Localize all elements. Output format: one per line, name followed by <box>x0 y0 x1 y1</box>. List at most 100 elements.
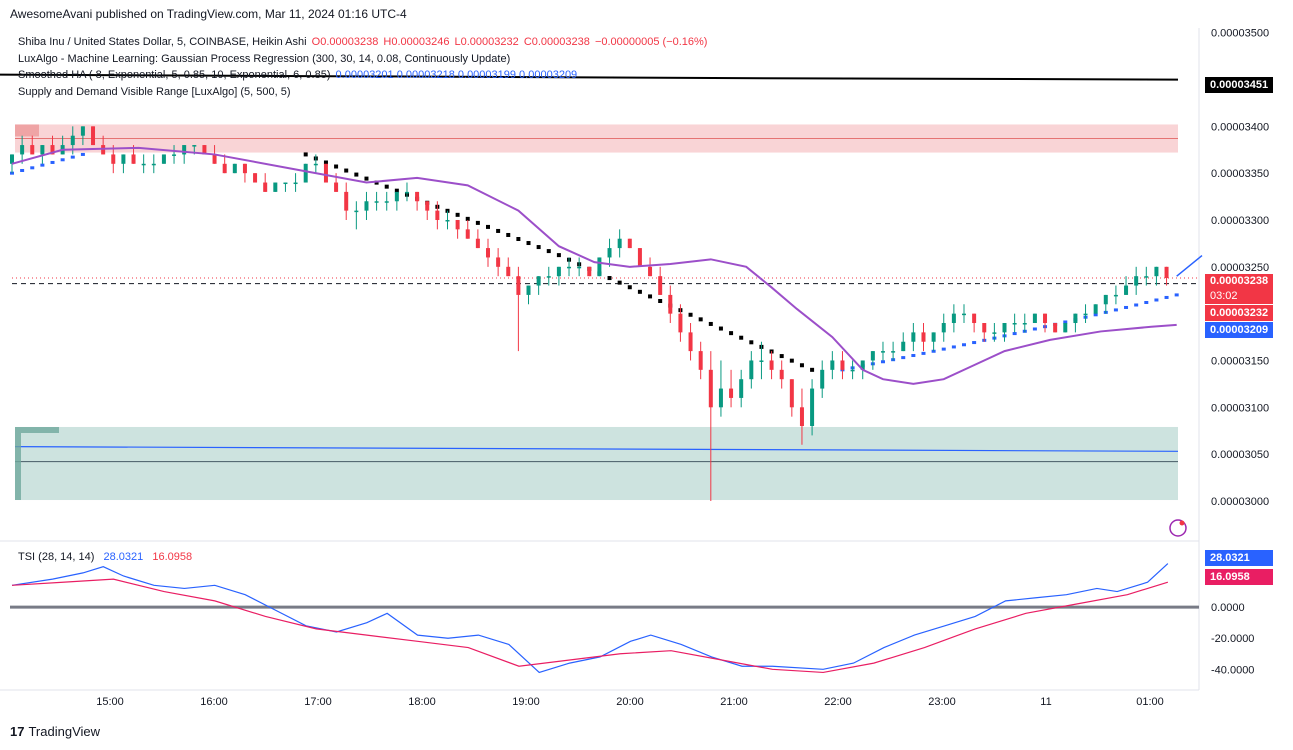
trailing-stop-dot <box>789 358 794 363</box>
smoothed-ha-dot <box>880 360 885 364</box>
candle-down <box>30 145 35 155</box>
trailing-stop-dot <box>739 335 744 340</box>
smoothed-ha-dot <box>1144 300 1149 304</box>
candle-down <box>982 323 987 333</box>
trailing-stop-dot <box>536 245 541 250</box>
trailing-stop-dot <box>729 331 734 336</box>
supply-demand-legend[interactable]: Supply and Demand Visible Range [LuxAlgo… <box>18 86 291 98</box>
candle-down <box>50 145 55 155</box>
trailing-stop-dot <box>779 354 784 359</box>
tradingview-footer[interactable]: 17 TradingView <box>10 724 100 739</box>
candle-up <box>404 191 409 194</box>
time-axis-label: 19:00 <box>512 696 540 708</box>
trailing-stop-dot <box>698 317 703 322</box>
candle-up <box>617 238 622 249</box>
low-value: L0.00003232 <box>454 36 519 48</box>
tsi-legend[interactable]: TSI (28, 14, 14) 28.0321 16.0958 <box>18 551 192 563</box>
candle-down <box>506 266 511 277</box>
smoothed-ha-dot <box>70 155 75 159</box>
candle-down <box>769 360 774 370</box>
candle-up <box>607 248 612 258</box>
trailing-stop-dot <box>384 184 389 189</box>
price-axis-label: 0.00003350 <box>1211 168 1269 180</box>
candle-up <box>536 276 541 286</box>
smoothed-ha-legend[interactable]: Smoothed HA ( 8, Exponential, 5, 0.85, 1… <box>18 69 577 81</box>
trailing-stop-dot <box>465 216 470 221</box>
price-axis-label: 0.00003100 <box>1211 402 1269 414</box>
smoothed-ha-dot <box>901 356 906 360</box>
high-value: H0.00003246 <box>383 36 450 48</box>
trailing-stop-dot <box>455 212 460 217</box>
candle-up <box>992 332 997 334</box>
candle-up <box>374 201 379 203</box>
candle-down <box>263 182 268 192</box>
trailing-stop-dot <box>627 285 632 290</box>
trailing-stop-dot <box>617 280 622 285</box>
candle-down <box>729 388 734 398</box>
candle-up <box>830 360 835 370</box>
time-axis-label: 15:00 <box>96 696 124 708</box>
candle-up <box>394 191 399 202</box>
candle-up <box>141 163 146 166</box>
candle-down <box>111 154 116 164</box>
candle-up <box>1032 313 1037 324</box>
candle-down <box>455 219 460 230</box>
trailing-stop-dot <box>637 289 642 294</box>
candle-up <box>526 285 531 295</box>
candle-up <box>577 266 582 269</box>
candle-down <box>1164 266 1169 279</box>
candle-down <box>921 332 926 342</box>
candle-up <box>931 332 936 342</box>
black-line-price-tag: 0.00003451 <box>1205 77 1273 93</box>
candle-down <box>658 276 663 295</box>
candle-up <box>1144 276 1149 278</box>
candle-down <box>627 238 632 249</box>
candle-up <box>1083 313 1088 316</box>
candle-down <box>972 313 977 324</box>
smoothed-ha-dot <box>1012 332 1017 336</box>
tsi-line <box>11 563 1169 674</box>
candle-up <box>80 126 85 136</box>
candle-up <box>1103 294 1108 305</box>
smoothed-ha-dot <box>1164 295 1169 299</box>
candle-up <box>951 313 956 324</box>
candle-up <box>1124 285 1129 295</box>
trailing-stop-dot <box>364 176 369 181</box>
candle-up <box>40 145 45 155</box>
candle-up <box>313 163 318 166</box>
dashed-low-price-tag: 0.00003232 <box>1205 305 1273 321</box>
candle-down <box>648 266 653 277</box>
smoothed-ha-dot <box>80 152 85 156</box>
smoothed-ha-dot <box>941 347 946 351</box>
candle-down <box>698 351 703 370</box>
candle-down <box>212 154 217 164</box>
trailing-stop-dot <box>496 228 501 233</box>
luxalgo-ml-legend[interactable]: LuxAlgo - Machine Learning: Gaussian Pro… <box>18 53 510 65</box>
main-legend[interactable]: Shiba Inu / United States Dollar, 5, COI… <box>18 36 707 48</box>
supply-demand-title: Supply and Demand Visible Range [LuxAlgo… <box>18 86 291 98</box>
open-value: O0.00003238 <box>311 36 379 48</box>
trailing-stop-dot <box>475 220 480 225</box>
time-axis-label: 23:00 <box>928 696 956 708</box>
candle-up <box>384 201 389 203</box>
smoothed-ha-dot <box>1154 298 1159 302</box>
trailing-stop-dot <box>799 363 804 368</box>
candle-up <box>273 182 278 192</box>
candle-down <box>637 248 642 267</box>
smoothed-ha-dot <box>20 168 25 172</box>
candle-up <box>151 163 156 166</box>
candle-down <box>688 332 693 352</box>
candle-up <box>161 154 166 164</box>
gaussian-regression-line <box>11 146 1177 385</box>
candle-up <box>962 313 966 316</box>
luxalgo-ml-title: LuxAlgo - Machine Learning: Gaussian Pro… <box>18 53 511 65</box>
tsi-axis-label: -20.0000 <box>1211 633 1254 645</box>
last-price-tag: 0.00003238 03:02 <box>1205 274 1273 304</box>
candle-up <box>749 360 754 380</box>
candle-down <box>496 257 501 267</box>
candle-up <box>597 257 602 277</box>
tradingview-brand: TradingView <box>28 724 101 739</box>
candle-down <box>840 360 845 370</box>
time-axis-label: 01:00 <box>1136 696 1164 708</box>
